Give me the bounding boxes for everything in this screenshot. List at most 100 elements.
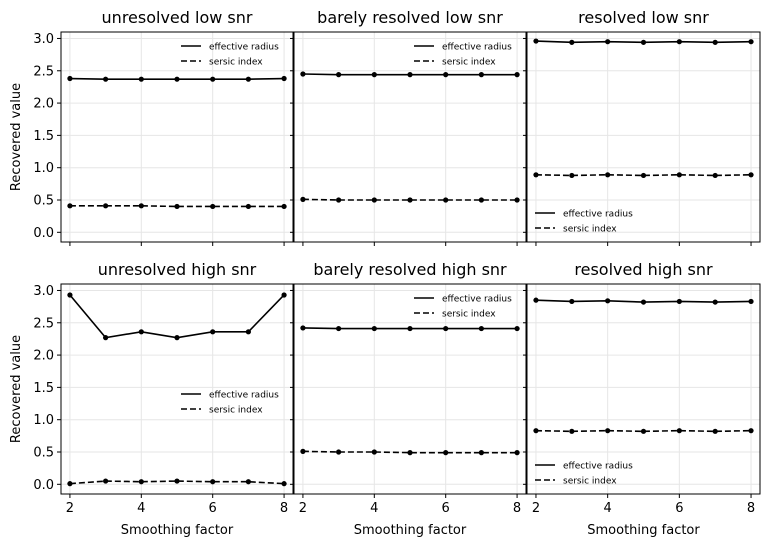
data-point xyxy=(138,479,144,485)
legend-label: sersic index xyxy=(209,406,263,416)
y-tick-label: 2.0 xyxy=(33,97,54,112)
legend: effective radius sersic index xyxy=(535,462,633,487)
x-tick-label: 8 xyxy=(280,501,288,516)
legend: effective radius sersic index xyxy=(535,210,633,235)
data-point xyxy=(138,203,144,209)
panel-6: resolved high snr 2 4 6 8 effective radius ser… xyxy=(523,260,761,538)
legend-label: effective radius xyxy=(209,391,279,401)
data-point xyxy=(281,292,287,298)
axes-frame xyxy=(293,283,527,495)
legend-label: effective radius xyxy=(209,43,279,53)
data-point xyxy=(245,76,251,82)
data-point xyxy=(443,450,449,456)
panel-title: barely resolved high snr xyxy=(313,260,507,279)
y-tick-label: 1.0 xyxy=(33,413,54,428)
x-tick-label: 2 xyxy=(66,501,74,516)
data-point xyxy=(67,481,73,487)
data-point xyxy=(371,72,377,78)
data-point xyxy=(748,172,754,178)
y-tick-label: 0.0 xyxy=(33,478,54,493)
panel-title: resolved low snr xyxy=(578,8,709,27)
x-tick-label: 8 xyxy=(513,501,521,516)
y-tick-label: 1.0 xyxy=(33,161,54,176)
data-point xyxy=(514,325,520,332)
data-point xyxy=(300,71,306,77)
data-point xyxy=(336,72,342,78)
data-point xyxy=(407,197,413,203)
y-axis-label: Recovered value xyxy=(9,335,24,443)
data-point xyxy=(676,298,682,305)
panel-5: barely resolved high snr 2 4 6 8 effective ra… xyxy=(290,260,527,538)
panel-3: resolved low snr effective radius sersic i… xyxy=(523,8,761,246)
data-point xyxy=(210,203,216,210)
legend-label: effective radius xyxy=(563,462,633,472)
axes-frame xyxy=(526,31,761,243)
legend: effective radius sersic index xyxy=(181,391,279,416)
legend-label: effective radius xyxy=(442,295,512,305)
legend-label: sersic index xyxy=(563,225,617,235)
data-point xyxy=(748,428,754,434)
data-point xyxy=(443,325,449,332)
x-tick-label: 4 xyxy=(604,501,612,516)
data-point xyxy=(605,172,611,178)
legend-label: sersic index xyxy=(442,58,496,68)
data-point xyxy=(676,39,682,45)
data-point xyxy=(443,72,449,78)
legend-label: sersic index xyxy=(442,310,496,320)
data-point xyxy=(748,39,754,45)
data-point xyxy=(514,197,520,203)
data-point xyxy=(533,172,539,178)
data-point xyxy=(712,39,718,45)
data-point xyxy=(245,329,251,335)
data-point xyxy=(569,428,575,434)
legend-label: sersic index xyxy=(209,58,263,68)
data-point xyxy=(569,172,575,179)
data-point xyxy=(67,203,73,209)
legend-label: sersic index xyxy=(563,477,617,487)
data-point xyxy=(245,479,251,485)
y-tick-label: 2.0 xyxy=(33,349,54,364)
data-point xyxy=(210,76,216,82)
data-point xyxy=(336,449,342,455)
data-point xyxy=(103,335,109,341)
x-tick-label: 6 xyxy=(209,501,217,516)
data-point xyxy=(569,39,575,45)
panel-title: unresolved low snr xyxy=(102,8,253,27)
data-point xyxy=(478,450,484,456)
x-tick-label: 2 xyxy=(299,501,307,516)
data-point xyxy=(371,197,377,203)
data-point xyxy=(569,298,575,305)
y-tick-label: 0.0 xyxy=(33,226,54,241)
data-point xyxy=(300,448,306,454)
data-point xyxy=(407,450,413,456)
data-point xyxy=(371,325,377,332)
data-point xyxy=(712,428,718,434)
legend: effective radius sersic index xyxy=(181,43,279,68)
x-axis-label: Smoothing factor xyxy=(121,523,234,538)
data-point xyxy=(676,172,682,178)
x-tick-label: 6 xyxy=(442,501,450,516)
y-tick-label: 2.5 xyxy=(33,316,54,331)
x-tick-label: 4 xyxy=(137,501,145,516)
axes-frame xyxy=(60,283,294,495)
data-point xyxy=(712,299,718,305)
data-point xyxy=(443,197,449,203)
data-point xyxy=(605,428,611,434)
x-tick-label: 4 xyxy=(370,501,378,516)
y-axis-label: Recovered value xyxy=(9,83,24,191)
series-line-effective-radius xyxy=(69,294,285,339)
data-point xyxy=(533,428,539,434)
data-point xyxy=(67,75,73,82)
data-point xyxy=(478,197,484,203)
panel-title: unresolved high snr xyxy=(98,260,257,279)
data-point xyxy=(138,329,144,335)
legend-label: effective radius xyxy=(442,43,512,53)
legend-label: effective radius xyxy=(563,210,633,220)
y-tick-label: 3.0 xyxy=(33,284,54,299)
x-axis-label: Smoothing factor xyxy=(587,523,700,538)
panel-title: barely resolved low snr xyxy=(317,8,503,27)
legend: effective radius sersic index xyxy=(414,43,512,68)
y-tick-label: 0.5 xyxy=(33,446,54,461)
axes-frame xyxy=(526,283,761,495)
data-point xyxy=(300,325,306,331)
